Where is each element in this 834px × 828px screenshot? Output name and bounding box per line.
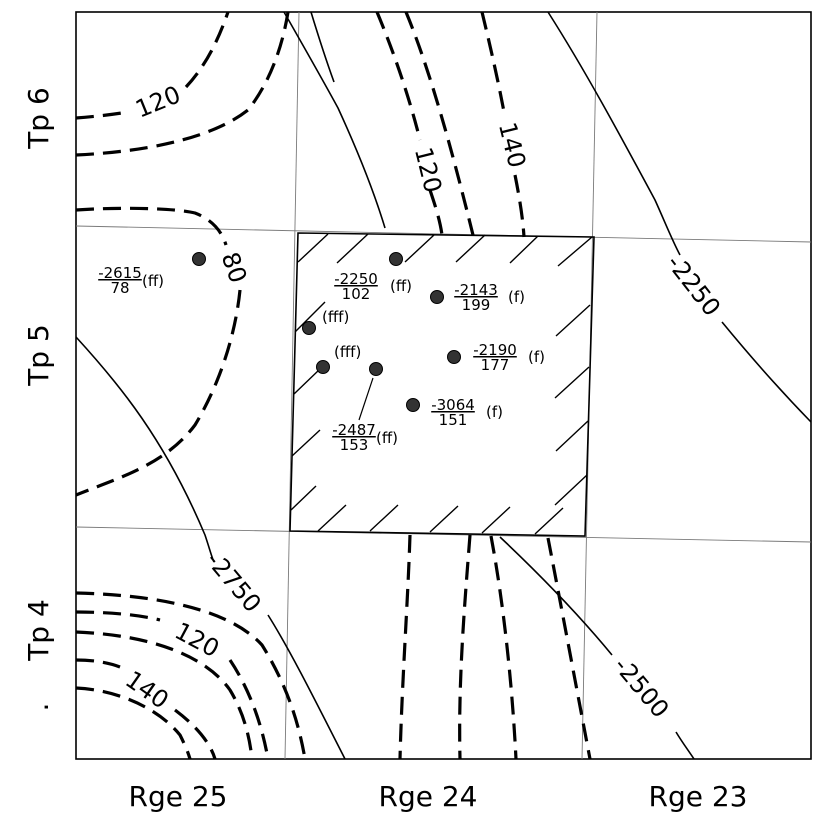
dashed-contour-lower-left-1: [75, 591, 307, 760]
dashed-contour-bottom-3: [489, 535, 518, 760]
dashed-contour-120-center: [375, 11, 422, 141]
range-label-rge24: Rge 24: [379, 780, 478, 813]
contour-label-80: 80: [216, 249, 253, 287]
dashed-contour-120-upper-left: [75, 110, 129, 120]
dashed-contour-bottom-2: [458, 534, 472, 760]
well-7-leader: [358, 377, 374, 421]
well-1-code: (ff): [142, 272, 164, 290]
township-label-tp5: Tp 5: [22, 324, 55, 387]
dashed-contour-upper-left-outer: [75, 11, 290, 157]
well-6-upper: -2190: [473, 341, 517, 359]
range-labels: Rge 25 Rge 24 Rge 23: [129, 780, 748, 813]
dashed-contour-80: [75, 206, 228, 246]
well-marker-5[interactable]: [316, 360, 330, 374]
well-marker-8[interactable]: [406, 398, 420, 412]
solid-contour-2250-left-b: [310, 11, 335, 83]
well-marker-1[interactable]: [192, 252, 206, 266]
dashed-contours: [75, 11, 592, 760]
grid-line-h2: [75, 526, 812, 543]
hatched-area-outline: [289, 232, 595, 537]
township-labels: Tp 6 Tp 5 . Tp 4: [22, 87, 55, 711]
well-7-upper: -2487: [332, 421, 376, 439]
well-marker-6[interactable]: [447, 350, 461, 364]
township-label-tp4-prefix: .: [22, 703, 55, 712]
well-2-code: (ff): [390, 277, 412, 295]
well-3-code: (f): [508, 288, 525, 306]
well-8-lower: 151: [439, 411, 468, 429]
contour-label-140-center: 140: [493, 119, 531, 170]
contour-label-2500-value: 2500: [614, 658, 675, 723]
grid-line-h1: [75, 225, 812, 243]
well-7-code: (ff): [376, 429, 398, 447]
solid-contour-2500-lower: [675, 731, 695, 760]
township-label-tp4: Tp 4: [22, 599, 55, 662]
well-2-lower: 102: [342, 285, 371, 303]
solid-contour-2750-lower: [267, 614, 346, 760]
solid-contour-2250-left-a: [283, 11, 386, 229]
dashed-contour-120-lower-left: [75, 610, 161, 622]
grid-line-v1: [284, 11, 300, 760]
well-7-lower: 153: [340, 436, 369, 454]
contour-label-120-lower-left: 120: [170, 617, 224, 663]
dashed-contour-80-lower: [75, 289, 242, 497]
well-3-lower: 199: [462, 296, 491, 314]
hatch-lines: [290, 233, 593, 535]
well-4-code: (fff): [322, 308, 349, 326]
contour-label-2750-value: 2750: [206, 553, 267, 618]
contour-label-2250-value: 2250: [666, 256, 726, 321]
wells: -2615 78 (ff) -2250 102 (ff) -2143 199 (…: [98, 252, 545, 454]
contour-label-2750: - 2750: [200, 546, 266, 617]
dashed-contour-120-upper-left-b: [184, 11, 230, 89]
well-6-code: (f): [528, 348, 545, 366]
well-8-upper: -3064: [431, 396, 475, 414]
well-marker-3[interactable]: [430, 290, 444, 304]
solid-contours: [75, 11, 812, 760]
dashed-contour-bottom-1: [398, 534, 412, 760]
dashed-contour-center-b: [404, 11, 475, 236]
range-label-rge25: Rge 25: [129, 780, 228, 813]
well-marker-2[interactable]: [389, 252, 403, 266]
well-1-lower: 78: [110, 279, 129, 297]
dashed-contour-140-center: [480, 11, 506, 113]
dashed-contour-120-center-lower: [428, 189, 444, 236]
solid-contour-2250: [547, 11, 681, 256]
solid-contour-2500: [499, 536, 613, 656]
dashed-contour-140-lower-left-b: [174, 708, 217, 760]
dashed-contour-lower-left-5: [75, 686, 192, 760]
contour-label-2250: - 2250: [661, 249, 726, 321]
contour-label-140-lower-left: 140: [120, 665, 174, 714]
well-marker-7[interactable]: [369, 362, 383, 376]
well-8-code: (f): [486, 403, 503, 421]
contour-labels: 120 80 120 140 120 140 - 2250 - 2750 - 2…: [120, 80, 726, 723]
well-3-upper: -2143: [454, 281, 498, 299]
dashed-contour-lower-left-3: [75, 630, 254, 760]
contour-label-120-center: 120: [409, 144, 447, 195]
solid-contour-2250-lower: [721, 321, 812, 423]
dashed-contour-120-lower-left-b: [228, 659, 270, 760]
contour-label-120-upper-left: 120: [132, 80, 185, 123]
contour-label-2500: - 2500: [608, 652, 674, 723]
well-1-upper: -2615: [98, 264, 142, 282]
dashed-contour-140-center-lower: [513, 174, 526, 238]
hatched-area: [289, 232, 595, 537]
map-frame: [75, 11, 812, 760]
survey-grid: [75, 11, 812, 760]
dashed-contour-140-lower-left: [75, 658, 121, 669]
dashed-contour-bottom-4: [546, 537, 592, 760]
well-6-lower: 177: [481, 356, 510, 374]
solid-contour-2750: [75, 336, 215, 563]
range-label-rge23: Rge 23: [649, 780, 748, 813]
well-marker-4[interactable]: [302, 321, 316, 335]
well-5-code: (fff): [334, 343, 361, 361]
township-label-tp6: Tp 6: [22, 87, 55, 150]
well-2-upper: -2250: [334, 270, 378, 288]
